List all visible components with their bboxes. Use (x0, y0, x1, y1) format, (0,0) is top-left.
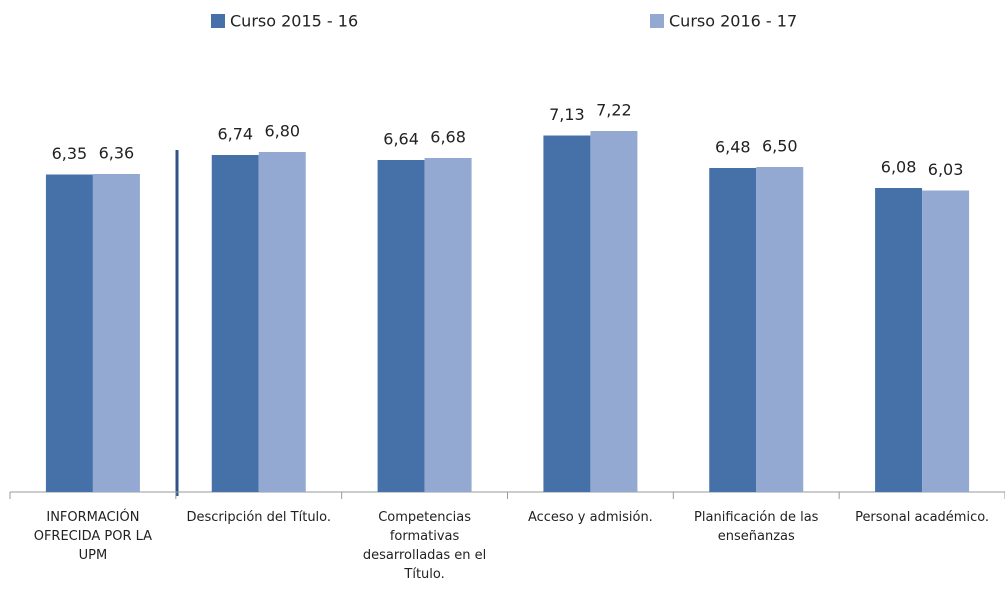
x-tick-label: Competencias formativas desarrolladas en… (362, 510, 487, 582)
value-label: 6,74 (217, 125, 253, 144)
value-label: 6,64 (383, 130, 419, 149)
value-label: 6,80 (264, 122, 300, 141)
x-tick-label: Acceso y admisión. (527, 510, 653, 525)
bar (377, 160, 425, 492)
bar (543, 135, 591, 492)
value-label: 6,03 (928, 160, 964, 179)
bar (424, 158, 472, 492)
bar (922, 190, 970, 492)
bar (756, 167, 804, 492)
bar (709, 168, 757, 492)
legend-swatch (650, 14, 664, 28)
x-tick-label: Planificación de las enseñanzas (694, 510, 819, 544)
x-tick-label: Descripción del Título. (186, 510, 332, 525)
value-label: 6,35 (52, 144, 88, 163)
bar (875, 188, 923, 492)
legend-label: Curso 2016 - 17 (669, 12, 797, 31)
value-label: 6,08 (881, 158, 917, 177)
value-label: 7,13 (549, 105, 585, 124)
bar (211, 155, 259, 492)
bar (92, 174, 140, 492)
value-label: 6,50 (762, 137, 798, 156)
x-tick-label: INFORMACIÓN OFRECIDA POR LA UPM (33, 510, 153, 563)
bar (590, 131, 638, 492)
bar (258, 152, 306, 492)
legend-swatch (211, 14, 225, 28)
value-label: 6,36 (99, 144, 135, 163)
value-label: 6,68 (430, 128, 466, 147)
legend-label: Curso 2015 - 16 (230, 12, 358, 31)
value-label: 6,48 (715, 138, 751, 157)
x-tick-label: Personal académico. (855, 510, 990, 525)
bar (45, 174, 93, 492)
value-label: 7,22 (596, 101, 632, 120)
